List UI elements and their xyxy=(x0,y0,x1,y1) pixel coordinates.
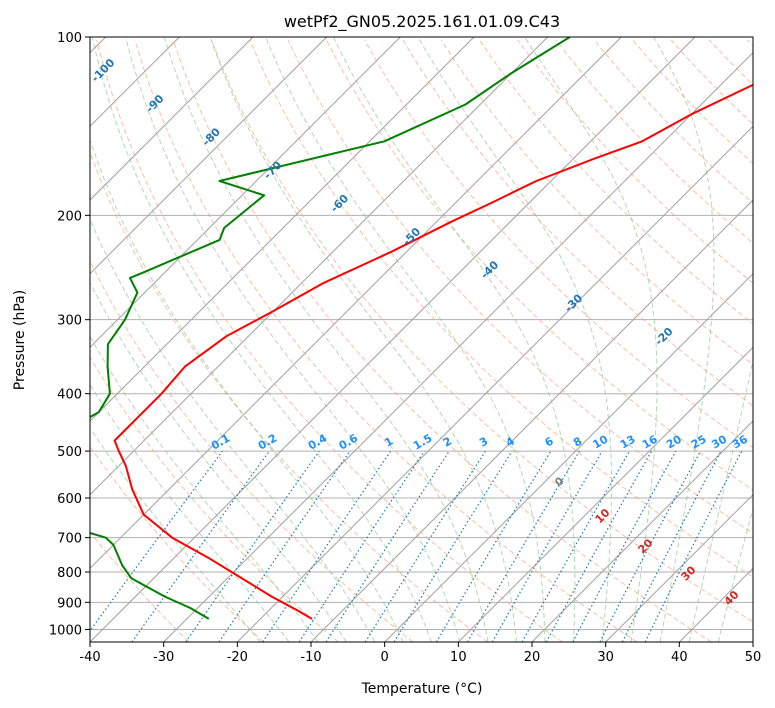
x-tick-label: -20 xyxy=(227,650,248,665)
dry-adiabat-line xyxy=(440,39,753,366)
moist-adiabat-line xyxy=(524,37,658,642)
series-layer xyxy=(90,37,753,620)
mixing-ratio-line xyxy=(218,450,351,642)
y-tick-label: 700 xyxy=(57,532,82,547)
axes-layer: -40 -30 -20 -10 0 10 20 30 40 50 1000 900 800 700 600 5… xyxy=(49,31,761,665)
dewpoint-profile xyxy=(90,37,571,620)
mixing-ratio-line xyxy=(90,450,223,632)
mixing-ratio-line xyxy=(185,450,320,642)
moist-adiabat-line xyxy=(688,358,753,642)
isotherm-line xyxy=(90,37,549,496)
dry-adiabat-line xyxy=(517,39,753,284)
moist-adiabat-line xyxy=(417,37,612,642)
isotherm-line xyxy=(236,125,753,642)
dry-adiabat-line xyxy=(90,259,414,642)
dry-adiabat-line xyxy=(211,39,753,623)
isotherm-line xyxy=(605,493,753,642)
dry-adiabat-line xyxy=(287,39,753,534)
moist-adiabat-line xyxy=(163,37,489,642)
y-tick-label: 500 xyxy=(57,445,82,460)
dry-adiabat-line xyxy=(96,39,563,642)
mixing-ratio-line xyxy=(545,450,653,642)
dry-adiabat-line xyxy=(632,39,753,165)
x-tick-label: 0 xyxy=(381,650,389,665)
isotherm-line xyxy=(163,51,753,642)
x-tick-label: 10 xyxy=(450,650,467,665)
moist-adiabat-line xyxy=(717,506,753,642)
chart-title: wetPf2_GN05.2025.161.01.09.C43 xyxy=(284,12,560,32)
dry-adiabat-line xyxy=(172,39,712,642)
y-tick-label: 100 xyxy=(57,31,82,46)
mixing-ratio-line xyxy=(521,450,631,642)
dry-adiabat-line xyxy=(249,39,753,578)
isotherm-line xyxy=(90,37,696,642)
y-axis-label: Pressure (hPa) xyxy=(12,290,28,390)
x-tick-label: -30 xyxy=(153,650,174,665)
mixing-ratio-line xyxy=(298,450,425,642)
isotherm-line xyxy=(90,37,328,275)
isotherm-line xyxy=(90,37,475,422)
mixing-ratio-line xyxy=(131,450,270,642)
moist-adiabat-line xyxy=(209,37,517,642)
x-tick-label: -40 xyxy=(79,650,100,665)
dry-adiabat-line xyxy=(90,356,339,642)
x-tick-label: 40 xyxy=(671,650,688,665)
temperature-profile xyxy=(113,83,753,620)
isotherm-line xyxy=(531,420,753,642)
x-tick-label: 30 xyxy=(597,650,614,665)
isotherm-line xyxy=(90,37,254,201)
moist-adiabat-line xyxy=(90,427,261,642)
plot-frame xyxy=(89,36,754,643)
moist-adiabat-line xyxy=(91,37,432,642)
dry-adiabat-line xyxy=(134,39,638,642)
mixing-ratio-line xyxy=(262,450,392,642)
isotherm-line xyxy=(457,346,753,642)
mixing-ratio-line xyxy=(572,450,677,642)
y-tick-label: 1000 xyxy=(49,623,82,638)
moist-adiabat-line xyxy=(332,37,576,642)
isotherm-line xyxy=(90,37,622,570)
y-tick-label: 800 xyxy=(57,566,82,581)
mixing-ratio-line xyxy=(393,450,513,642)
x-tick-label: 20 xyxy=(524,650,541,665)
isotherm-line xyxy=(384,272,753,642)
moist-adiabat-line xyxy=(265,37,546,642)
moist-adiabat-line xyxy=(90,281,347,642)
moist-adiabat-line xyxy=(125,37,461,642)
moist-adiabat-line xyxy=(90,335,319,642)
y-tick-label: 300 xyxy=(57,314,82,329)
y-tick-label: 900 xyxy=(57,596,82,611)
dry-adiabat-line xyxy=(402,39,753,407)
dry-adiabat-line xyxy=(90,150,488,642)
moist-adiabat-line xyxy=(90,217,376,642)
y-tick-label: 600 xyxy=(57,492,82,507)
y-tick-label: 200 xyxy=(57,209,82,224)
moist-adiabat-line xyxy=(90,383,290,642)
y-tick-label: 400 xyxy=(57,388,82,403)
x-tick-label: 50 xyxy=(745,650,762,665)
mixing-ratio-line xyxy=(325,450,450,642)
x-axis-label: Temperature (°C) xyxy=(361,681,483,697)
mixing-ratio-line xyxy=(644,450,743,642)
dry-adiabat-line xyxy=(364,39,753,449)
moist-adiabat-line xyxy=(653,37,715,642)
x-tick-label: -10 xyxy=(300,650,321,665)
isotherm-line xyxy=(90,37,401,349)
